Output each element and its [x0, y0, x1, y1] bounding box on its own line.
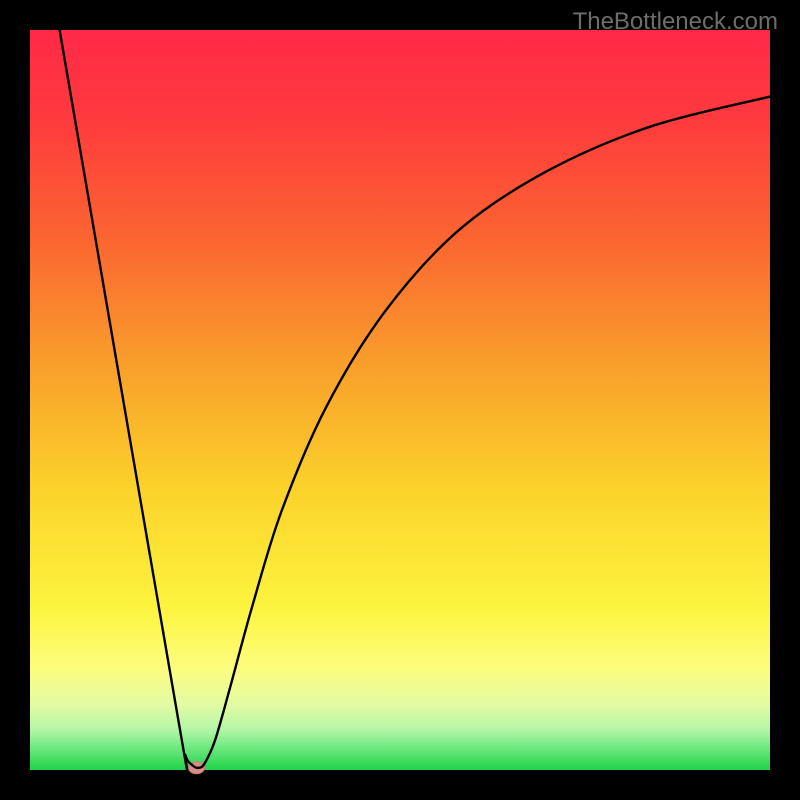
watermark-label: TheBottleneck.com: [573, 8, 778, 36]
plot-background: [30, 30, 770, 770]
bottleneck-chart: [0, 0, 800, 800]
chart-container: { "watermark": { "text": "TheBottleneck.…: [0, 0, 800, 800]
